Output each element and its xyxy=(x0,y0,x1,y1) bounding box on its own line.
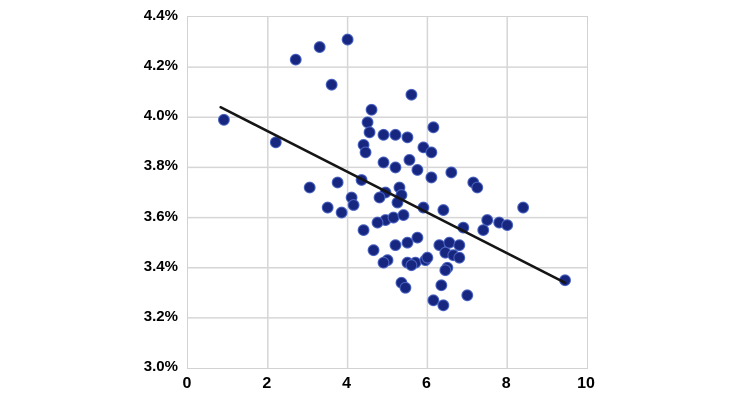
data-point xyxy=(435,279,448,292)
data-point xyxy=(269,136,282,149)
y-tick-label: 3.6% xyxy=(143,207,178,225)
data-point xyxy=(397,209,410,221)
y-tick-label: 3.2% xyxy=(143,307,178,325)
data-point xyxy=(421,251,434,264)
data-point xyxy=(389,128,402,141)
data-point xyxy=(387,211,400,224)
data-point xyxy=(427,294,440,307)
data-point xyxy=(331,176,344,189)
data-point xyxy=(471,181,484,194)
data-point xyxy=(425,171,438,184)
y-tick-label: 4.2% xyxy=(143,57,178,75)
data-point xyxy=(363,126,376,139)
y-tick-label: 4.4% xyxy=(143,7,178,24)
x-tick-label: 10 xyxy=(577,375,595,392)
y-tick-label: 3.8% xyxy=(143,157,178,175)
y-tick-label: 3.0% xyxy=(143,358,178,375)
data-point xyxy=(357,224,370,237)
x-tick-label: 8 xyxy=(501,375,511,392)
data-point xyxy=(437,204,450,216)
data-point xyxy=(389,239,402,252)
data-point xyxy=(411,231,424,244)
data-point xyxy=(377,156,390,169)
data-point xyxy=(377,128,390,141)
plot-svg xyxy=(188,17,587,368)
x-tick-label: 6 xyxy=(421,375,431,392)
data-point xyxy=(443,236,456,249)
data-point xyxy=(373,191,386,204)
data-point xyxy=(367,244,380,257)
data-point xyxy=(365,103,378,116)
trendline xyxy=(219,105,567,285)
data-point xyxy=(325,78,338,91)
data-point xyxy=(453,239,466,252)
data-point xyxy=(405,259,418,272)
data-point xyxy=(303,181,316,194)
data-point xyxy=(517,201,530,214)
data-point xyxy=(321,201,334,214)
y-tick-label: 4.0% xyxy=(143,107,178,125)
data-point xyxy=(401,236,414,249)
data-point xyxy=(341,33,354,46)
data-point xyxy=(481,214,494,226)
data-point xyxy=(403,154,416,166)
x-tick-label: 4 xyxy=(342,375,352,392)
x-tick-label: 2 xyxy=(262,375,272,392)
data-point xyxy=(411,164,424,176)
plot-area xyxy=(187,16,588,369)
x-tick-label: 0 xyxy=(182,375,192,392)
data-point xyxy=(401,131,414,144)
data-point xyxy=(399,281,412,294)
data-point xyxy=(313,41,326,53)
data-point xyxy=(389,161,402,174)
data-point xyxy=(371,216,384,229)
data-point xyxy=(347,199,360,211)
data-point xyxy=(361,116,374,129)
y-tick-label: 3.4% xyxy=(143,257,178,275)
data-point xyxy=(425,146,438,159)
data-point xyxy=(437,299,450,312)
data-point xyxy=(359,146,372,159)
data-point xyxy=(427,121,440,134)
data-point xyxy=(405,88,418,101)
data-point xyxy=(501,219,514,231)
data-point xyxy=(335,206,348,219)
data-point xyxy=(445,166,458,179)
data-point xyxy=(461,289,474,302)
data-point xyxy=(289,53,302,66)
data-point xyxy=(453,251,466,264)
data-point xyxy=(439,264,452,277)
data-point xyxy=(377,256,390,269)
data-point xyxy=(477,224,490,237)
data-point xyxy=(218,113,230,126)
